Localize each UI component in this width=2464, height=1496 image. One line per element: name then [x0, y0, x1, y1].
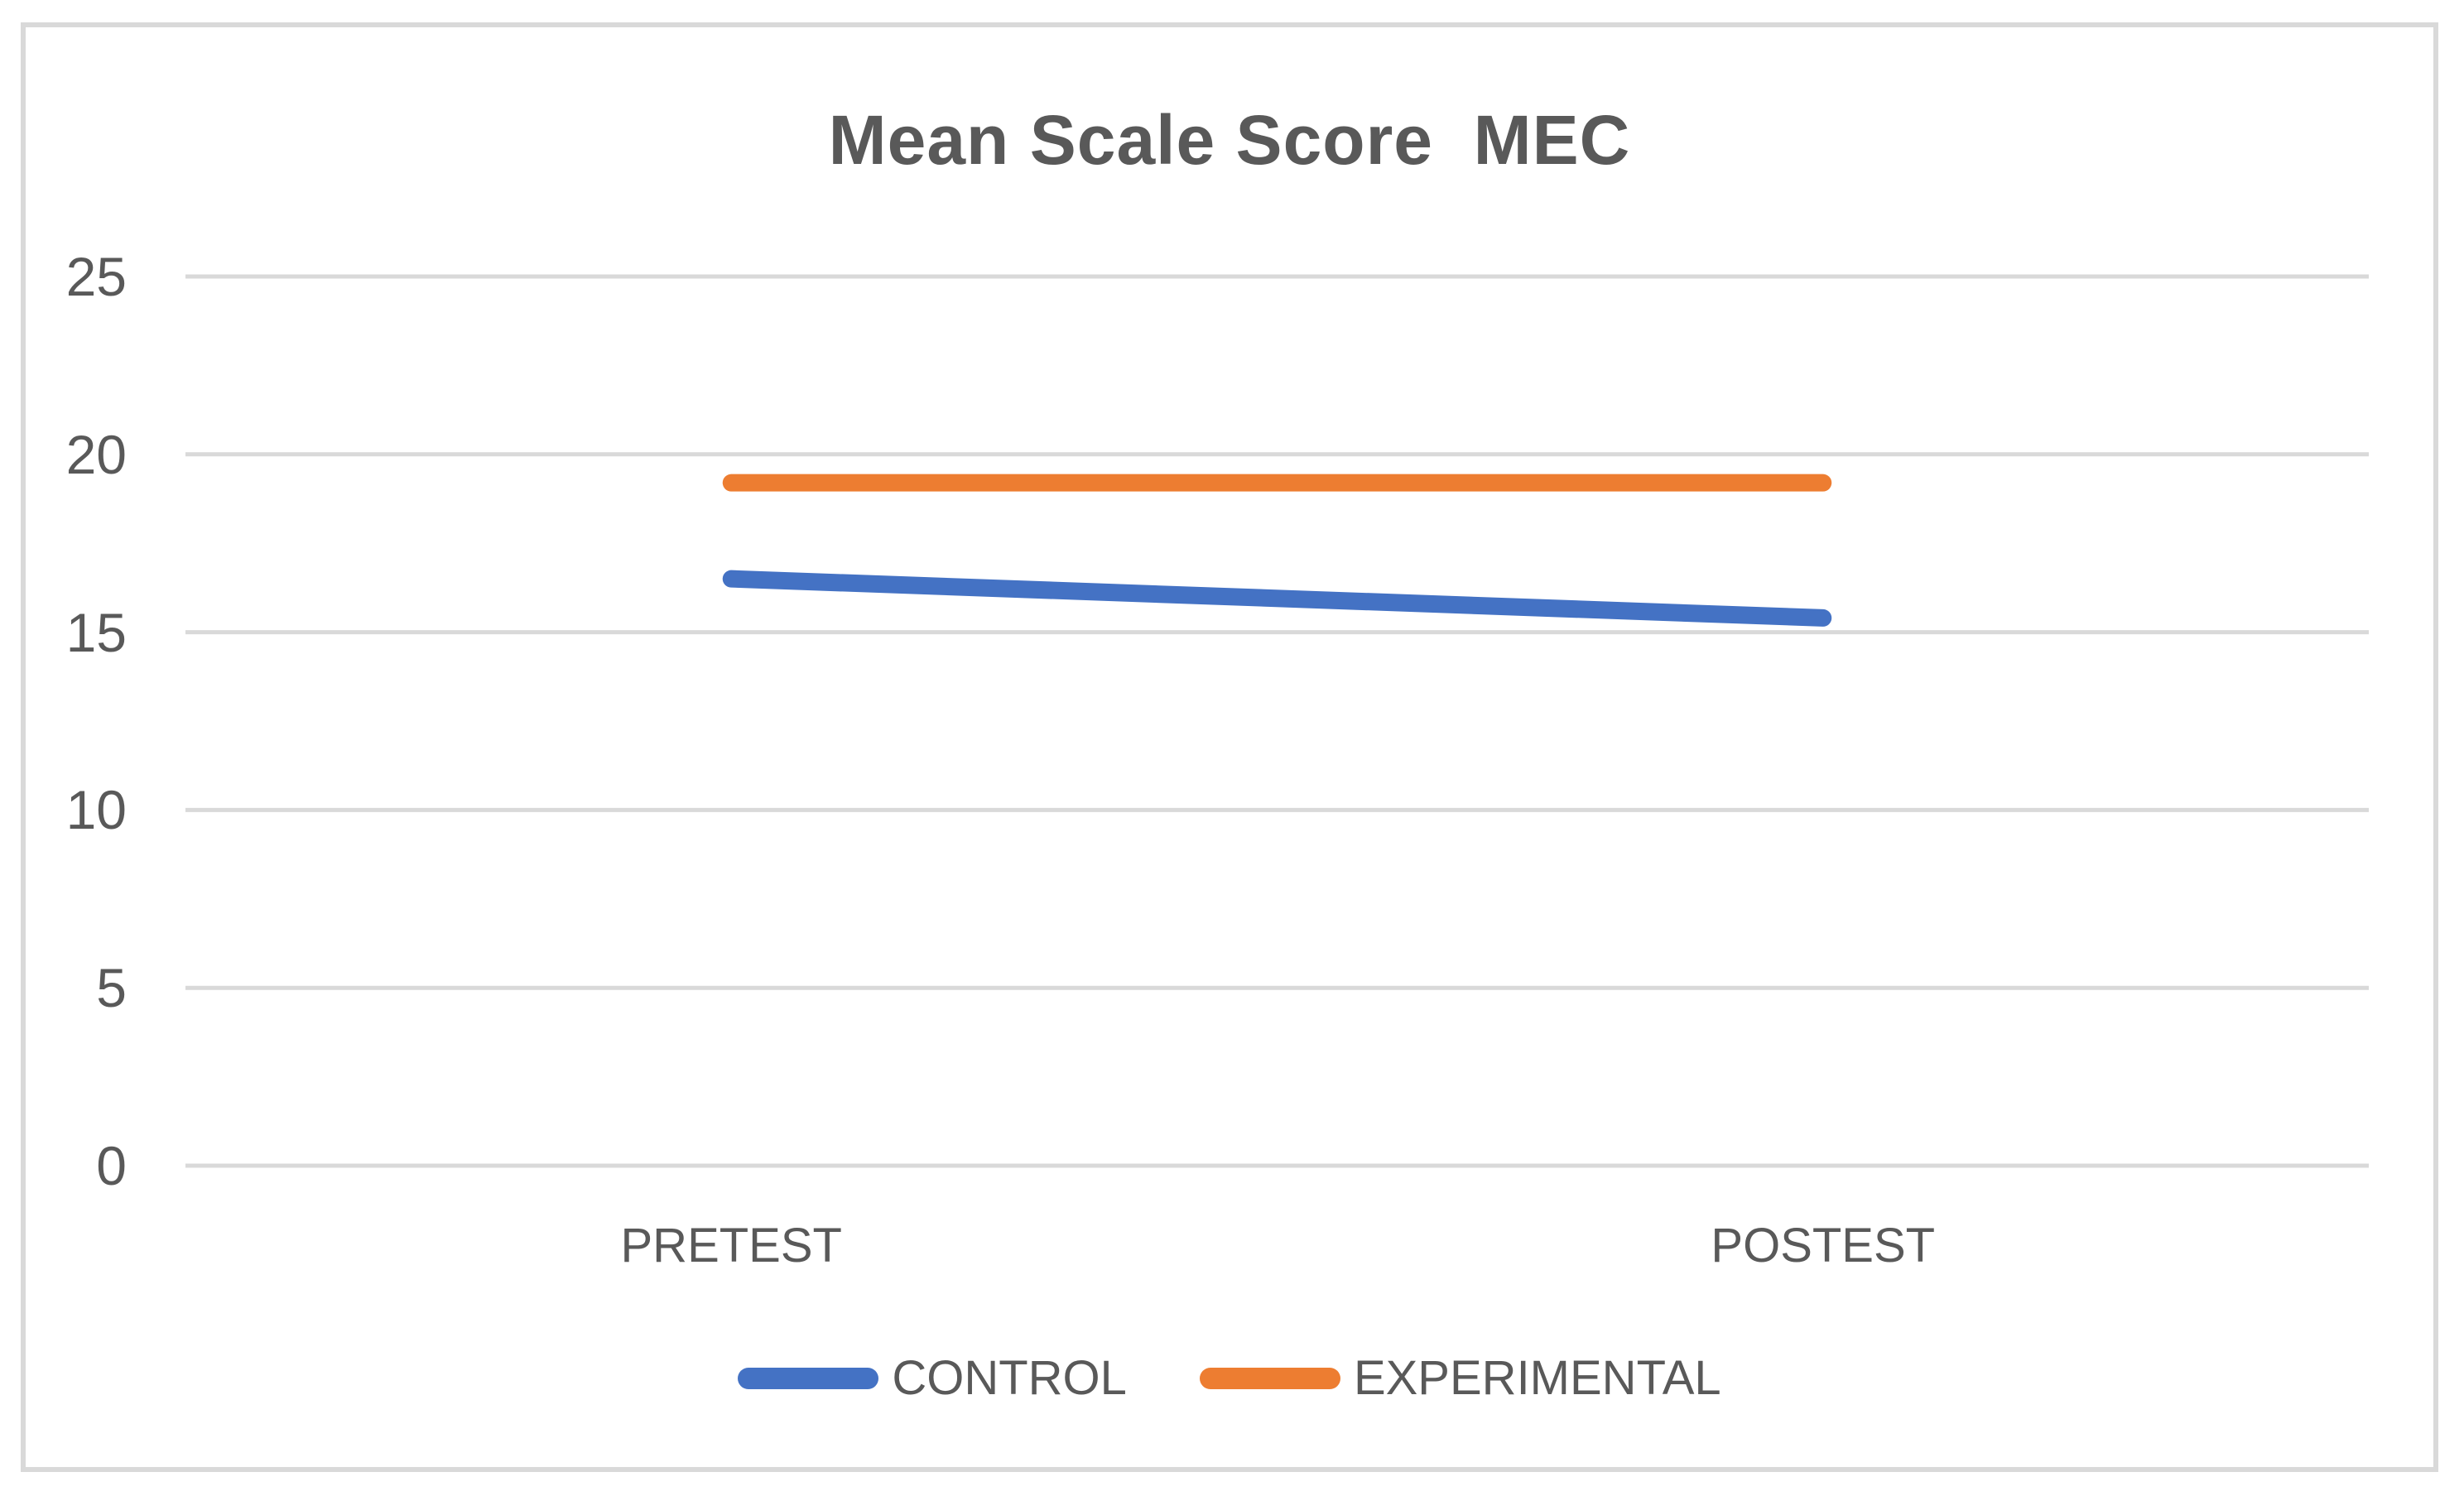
legend-item-control: CONTROL [738, 1350, 1127, 1406]
legend-swatch-control [738, 1367, 879, 1389]
plot-area [185, 274, 2369, 1168]
legend-label-experimental: EXPERIMENTAL [1353, 1351, 1721, 1405]
series-line-control [722, 570, 1832, 627]
x-category-label-postest: POSTEST [1711, 1219, 1936, 1272]
chart-title: Mean Scale Score MEC [828, 101, 1631, 179]
chart-frame: Mean Scale Score MEC 0 5 10 15 20 25 PRETEST P… [21, 22, 2438, 1472]
legend-item-experimental: EXPERIMENTAL [1199, 1350, 1721, 1406]
y-tick-label-5: 5 [96, 957, 127, 1019]
y-tick-label-20: 20 [65, 423, 127, 485]
y-tick-label-25: 25 [65, 246, 127, 307]
y-tick-label-10: 10 [65, 779, 127, 841]
y-tick-label-15: 15 [65, 601, 127, 663]
y-tick-label-0: 0 [96, 1135, 127, 1196]
legend-label-control: CONTROL [892, 1351, 1127, 1405]
legend: CONTROL EXPERIMENTAL [26, 1350, 2433, 1406]
x-category-label-pretest: PRETEST [620, 1219, 843, 1272]
legend-swatch-experimental [1199, 1367, 1340, 1389]
